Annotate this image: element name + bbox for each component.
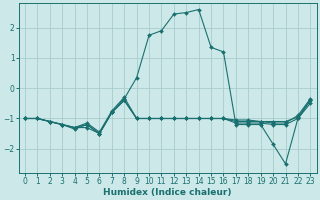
X-axis label: Humidex (Indice chaleur): Humidex (Indice chaleur) [103,188,232,197]
